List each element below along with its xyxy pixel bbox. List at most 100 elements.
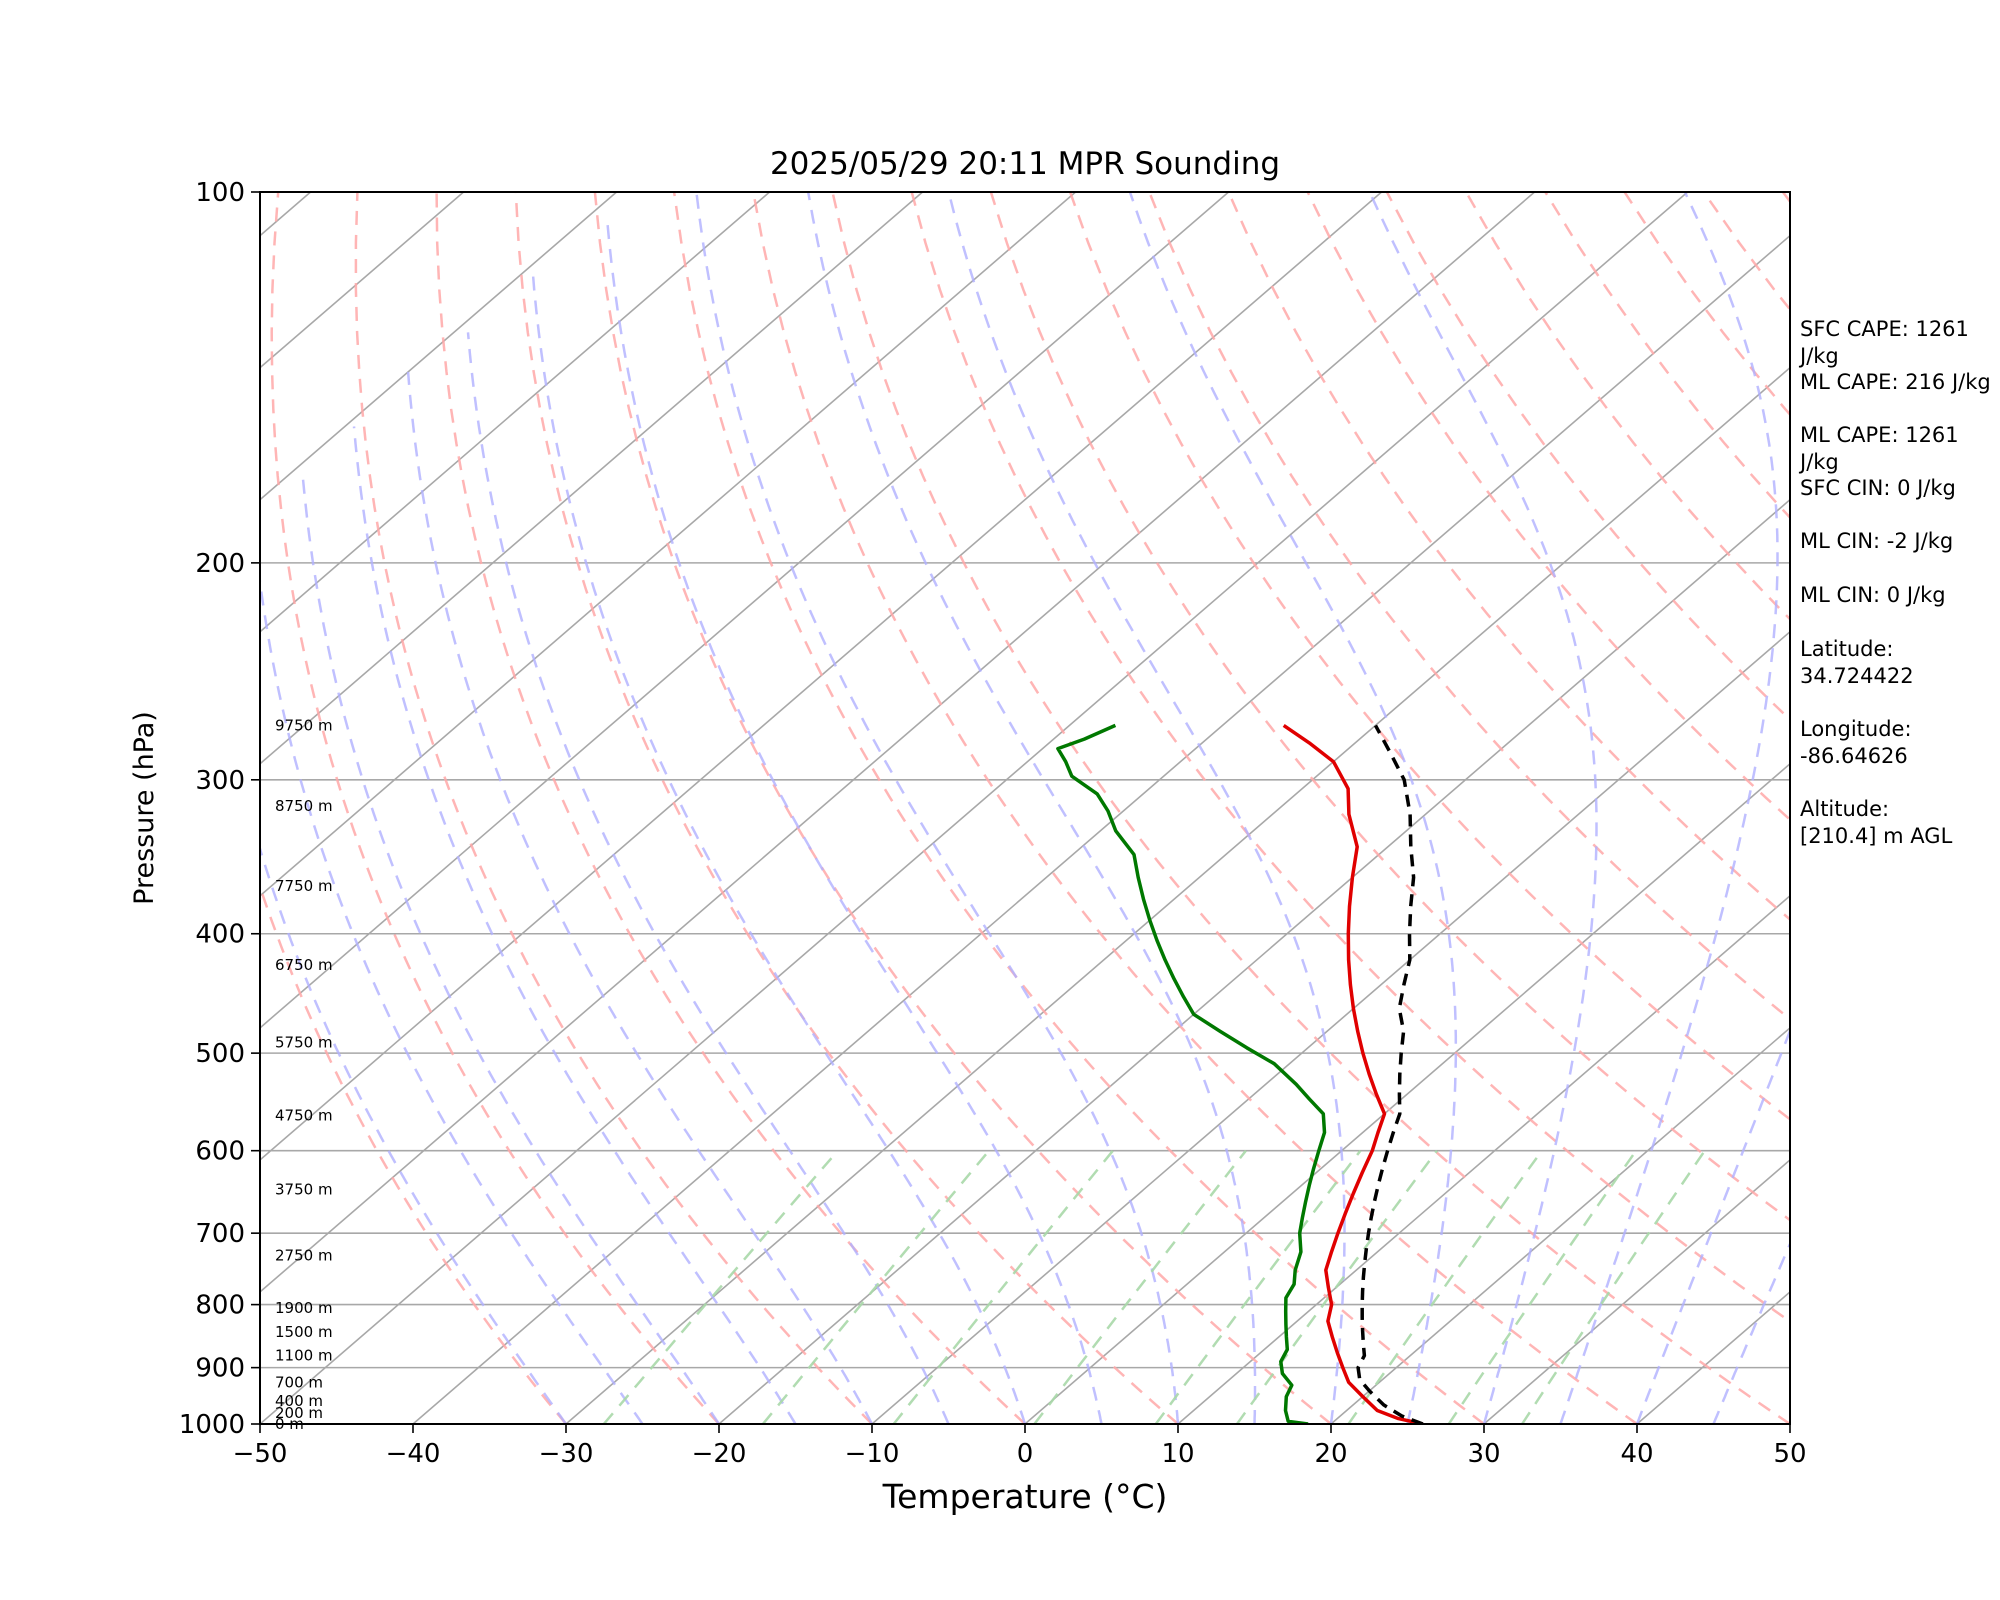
dry-adiabat-line — [831, 192, 1790, 1424]
x-axis-ticks: −50 −40 −30 −20 −10 0 10 20 30 40 50 — [233, 1424, 1807, 1469]
y-tick-label: 300 — [195, 766, 245, 796]
dry-adiabat-line — [435, 192, 1026, 1424]
y-tick-label: 900 — [195, 1354, 245, 1384]
sounding-traces — [1056, 723, 1424, 1424]
moist-adiabat-line — [260, 572, 644, 1424]
stat-ml-cape-2: ML CAPE: 1261 J/kg — [1800, 423, 1959, 474]
moist-adiabat-line — [605, 217, 1103, 1424]
height-label: 0 m — [275, 1415, 304, 1433]
height-label: 7750 m — [275, 877, 333, 895]
moist-adiabat-line — [1635, 1027, 1790, 1424]
moist-adiabat-line — [1368, 192, 1598, 1424]
height-label: 700 m — [275, 1373, 323, 1391]
height-label: 2750 m — [275, 1247, 333, 1265]
mixing-ratio-line — [1347, 1149, 1543, 1424]
dry-adiabat-line — [1068, 192, 1790, 1121]
chart-title: 2025/05/29 20:11 MPR Sounding — [770, 146, 1280, 182]
isotherm-line — [718, 498, 1790, 1424]
x-tick-label: 0 — [1017, 1439, 1034, 1469]
parcel-line — [1356, 724, 1424, 1424]
dry-adiabat-line — [593, 192, 1332, 1424]
height-label: 200 m — [275, 1404, 323, 1422]
x-tick-label: 20 — [1314, 1439, 1347, 1469]
isotherm-line — [871, 630, 1790, 1424]
dry-adiabat-line — [672, 192, 1485, 1424]
height-label: 1500 m — [275, 1323, 333, 1341]
dry-adiabat-line — [989, 192, 1790, 1222]
dry-adiabat-line — [260, 883, 567, 1424]
height-label: 1100 m — [275, 1347, 333, 1365]
height-label: 5750 m — [275, 1033, 333, 1051]
x-tick-label: −30 — [539, 1439, 594, 1469]
y-axis-ticks: 1000 900 800 700 600 500 400 300 200 100 — [179, 178, 260, 1440]
isotherm-line — [260, 192, 1077, 897]
stat-longitude: Longitude: -86.64626 — [1800, 717, 1912, 768]
isotherm-line — [1024, 762, 1790, 1424]
dewpoint-line — [1056, 723, 1327, 1424]
isotherm-line — [260, 192, 1536, 1294]
x-tick-label: 30 — [1467, 1439, 1500, 1469]
isotherm-line — [260, 192, 618, 501]
temperature-line — [1282, 723, 1424, 1424]
stat-latitude: Latitude: 34.724422 — [1800, 637, 1914, 688]
mixing-ratio-line — [761, 1149, 990, 1424]
moist-adiabat-line — [695, 192, 1180, 1424]
plot-frame — [259, 191, 1791, 1425]
mixing-ratio-line — [1154, 1149, 1362, 1424]
stat-ml-cin-1: ML CIN: -2 J/kg — [1800, 529, 1954, 553]
x-tick-label: 50 — [1773, 1439, 1806, 1469]
dry-adiabat-line — [752, 192, 1638, 1424]
x-tick-label: 10 — [1161, 1439, 1194, 1469]
y-tick-label: 700 — [195, 1219, 245, 1249]
stat-sfc-cape: SFC CAPE: 1261 J/kg — [1800, 317, 1969, 368]
dry-adiabat-line — [910, 192, 1790, 1324]
isotherm-line — [260, 192, 771, 633]
mixing-ratio-line — [1235, 1149, 1438, 1424]
y-tick-label: 600 — [195, 1137, 245, 1167]
isotherm-line — [1177, 894, 1790, 1424]
dry-adiabat-line — [354, 192, 873, 1424]
height-label: 4750 m — [275, 1107, 333, 1125]
isotherm-line — [260, 192, 1689, 1424]
height-label: 8750 m — [275, 797, 333, 815]
x-axis-title: Temperature (°C) — [882, 1477, 1168, 1516]
x-tick-label: −10 — [845, 1439, 900, 1469]
y-tick-label: 400 — [195, 920, 245, 950]
mixing-ratio-line — [1033, 1149, 1247, 1424]
isotherm-line — [260, 192, 924, 765]
isotherm-line — [1330, 1026, 1790, 1424]
y-axis-title: Pressure (hPa) — [129, 711, 160, 905]
mixing-ratio-line — [1447, 1149, 1638, 1424]
mixing-ratio-line — [1521, 1149, 1706, 1424]
y-tick-label: 200 — [195, 549, 245, 579]
dry-adiabat-line — [270, 192, 720, 1424]
height-label: 400 m — [275, 1392, 323, 1410]
y-tick-label: 500 — [195, 1039, 245, 1069]
height-label: 9750 m — [275, 716, 333, 734]
stat-ml-cape-1: ML CAPE: 216 J/kg — [1800, 370, 1991, 394]
dry-adiabat-line — [1306, 192, 1790, 822]
isotherm-line — [565, 366, 1790, 1424]
moist-adiabat-line — [947, 192, 1346, 1424]
height-label: 1900 m — [275, 1299, 333, 1317]
y-tick-label: 1000 — [179, 1410, 245, 1440]
moist-adiabat-line — [406, 371, 874, 1424]
stat-sfc-cin: SFC CIN: 0 J/kg — [1800, 476, 1956, 500]
dry-adiabat-line — [1227, 192, 1790, 922]
y-tick-label: 100 — [195, 178, 245, 208]
moist-adiabat-line — [260, 844, 568, 1424]
isotherm-line — [412, 234, 1790, 1424]
x-tick-label: −40 — [386, 1439, 441, 1469]
moist-adiabat-line — [1128, 192, 1458, 1424]
stat-ml-cin-2: ML CIN: 0 J/kg — [1800, 583, 1946, 607]
isotherm-line — [1483, 1158, 1790, 1424]
moist-adiabat-line — [301, 475, 721, 1424]
x-tick-label: −50 — [233, 1439, 288, 1469]
moist-adiabat-line — [531, 266, 1027, 1424]
isotherm-line — [260, 192, 1383, 1161]
height-label: 6750 m — [275, 956, 333, 974]
y-tick-label: 800 — [195, 1291, 245, 1321]
moist-adiabat-line — [806, 192, 1257, 1424]
